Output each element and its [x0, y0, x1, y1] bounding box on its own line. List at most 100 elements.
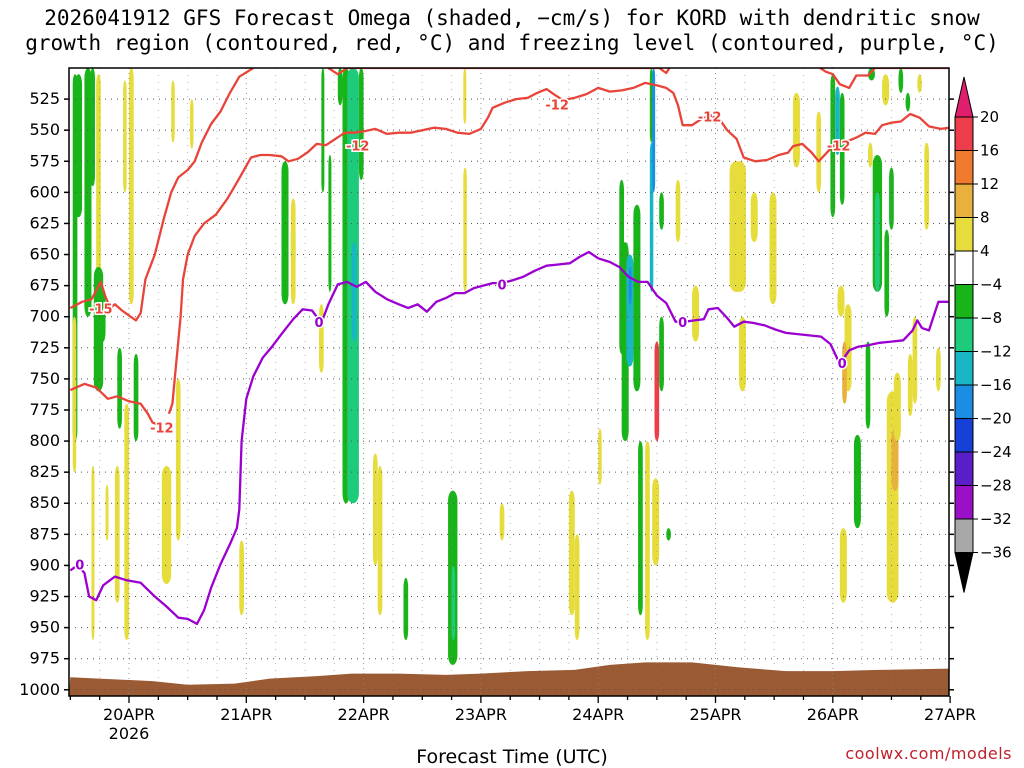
omega-cell	[463, 68, 467, 124]
omega-cell	[633, 204, 641, 392]
omega-cell	[189, 99, 194, 149]
omega-cell	[792, 92, 800, 168]
omega-cell	[105, 484, 109, 541]
omega-cell	[598, 428, 602, 485]
omega-cell	[659, 316, 664, 392]
colorbar-label: −36	[980, 544, 1012, 562]
x-tick-label: 21APR	[220, 705, 272, 724]
contour-lines	[69, 68, 949, 626]
omega-cell	[290, 198, 296, 305]
omega-cell	[839, 92, 845, 205]
omega-cell	[129, 68, 134, 305]
colorbar-swatch	[954, 250, 974, 285]
colorbar-top-arrow	[954, 76, 974, 118]
y-tick-label: 825	[29, 462, 60, 481]
y-tick-label: 925	[29, 587, 60, 606]
x-tick-label: 20APR	[103, 705, 155, 724]
omega-cell	[123, 80, 127, 193]
omega-cell	[917, 74, 922, 93]
colorbar-label: −8	[980, 309, 1002, 327]
contour-label: -12	[346, 139, 370, 154]
omega-cell	[905, 92, 911, 112]
x-tick-label: 25APR	[689, 705, 741, 724]
colorbar: 20 16 12 8 4 −4 −8 −12 −16 −20 −24 −28 −32 −36	[954, 76, 1012, 593]
contour-label: -12	[150, 422, 174, 437]
omega-cell	[884, 229, 890, 317]
title-line-2: growth region (contoured, red, °C) and f…	[25, 31, 999, 55]
omega-cell	[377, 465, 383, 616]
y-tick-label: 625	[29, 213, 60, 232]
omega-cell	[133, 354, 139, 442]
omega-cell	[337, 68, 343, 106]
omega-cell	[729, 161, 746, 292]
omega-cell	[124, 403, 129, 641]
omega-cell	[654, 341, 660, 442]
omega-cell	[659, 192, 664, 230]
omega-cell	[835, 86, 840, 156]
credit-link[interactable]: coolwx.com/models	[845, 744, 1012, 763]
omega-cell	[652, 68, 656, 193]
y-tick-label: 550	[29, 120, 60, 139]
colorbar-label: 20	[980, 108, 999, 126]
omega-cell	[649, 68, 653, 143]
omega-cell	[463, 167, 467, 292]
omega-cell	[898, 68, 904, 93]
contour-label: -12	[545, 98, 569, 113]
y-tick-label: 650	[29, 245, 60, 264]
contour-line	[327, 68, 949, 90]
contour-label: 0	[315, 316, 324, 331]
omega-cell	[837, 285, 845, 317]
y-tick-label: 800	[29, 431, 60, 450]
y-tick-label: 750	[29, 369, 60, 388]
omega-cell	[319, 304, 324, 373]
ground-fill	[69, 662, 949, 696]
omega-cell	[93, 266, 104, 392]
colorbar-label: −28	[980, 477, 1012, 495]
y-tick-label: 900	[29, 555, 60, 574]
omega-cell	[161, 465, 172, 585]
omega-cell	[912, 316, 918, 404]
x-year-label: 2026	[109, 724, 150, 743]
colorbar-swatch	[954, 351, 974, 386]
omega-cell	[91, 465, 95, 641]
omega-cell	[882, 74, 890, 106]
y-tick-label: 850	[29, 493, 60, 512]
omega-cell	[171, 80, 175, 143]
colorbar-swatch	[954, 317, 974, 352]
colorbar-swatch	[954, 183, 974, 218]
colorbar-swatch	[954, 150, 974, 185]
y-tick-label: 675	[29, 276, 60, 295]
y-tick-label: 1000	[19, 680, 60, 699]
x-tick-label: 24APR	[572, 705, 624, 724]
omega-cell	[867, 142, 873, 168]
x-axis: 20APR 21APR 22APR 23APR 24APR 25APR 26APR 27APR…	[69, 696, 976, 743]
contour-line	[167, 81, 949, 415]
contour-label: 0	[75, 558, 84, 573]
colorbar-label: −24	[980, 443, 1012, 461]
colorbar-label: 4	[980, 242, 990, 260]
omega-cell	[117, 347, 122, 429]
y-tick-label: 875	[29, 524, 60, 543]
omega-cell	[321, 68, 325, 193]
y-axis: 525 550 575 600 625 650 675 700 725 750 775 800 825 8…	[19, 89, 954, 699]
x-tick-label: 26APR	[807, 705, 859, 724]
colorbar-label: −32	[980, 510, 1012, 528]
omega-cell	[451, 565, 456, 641]
omega-cell	[90, 68, 95, 187]
contour-label: -12	[698, 111, 722, 126]
omega-cell	[100, 291, 106, 342]
omega-cell	[358, 68, 364, 180]
y-tick-label: 575	[29, 151, 60, 170]
omega-cell	[936, 347, 941, 392]
colorbar-label: −4	[980, 276, 1002, 294]
omega-cell	[893, 372, 901, 442]
omega-cell	[574, 534, 580, 641]
contour-labels: -15 -12 -12 -12 -12 -12 0 0 0 0 0	[74, 97, 852, 575]
colorbar-swatch	[954, 518, 974, 553]
omega-cell	[816, 111, 822, 193]
colorbar-swatch	[954, 116, 974, 151]
omega-cell	[924, 142, 929, 230]
omega-cell	[328, 155, 332, 292]
omega-cell	[75, 74, 83, 218]
